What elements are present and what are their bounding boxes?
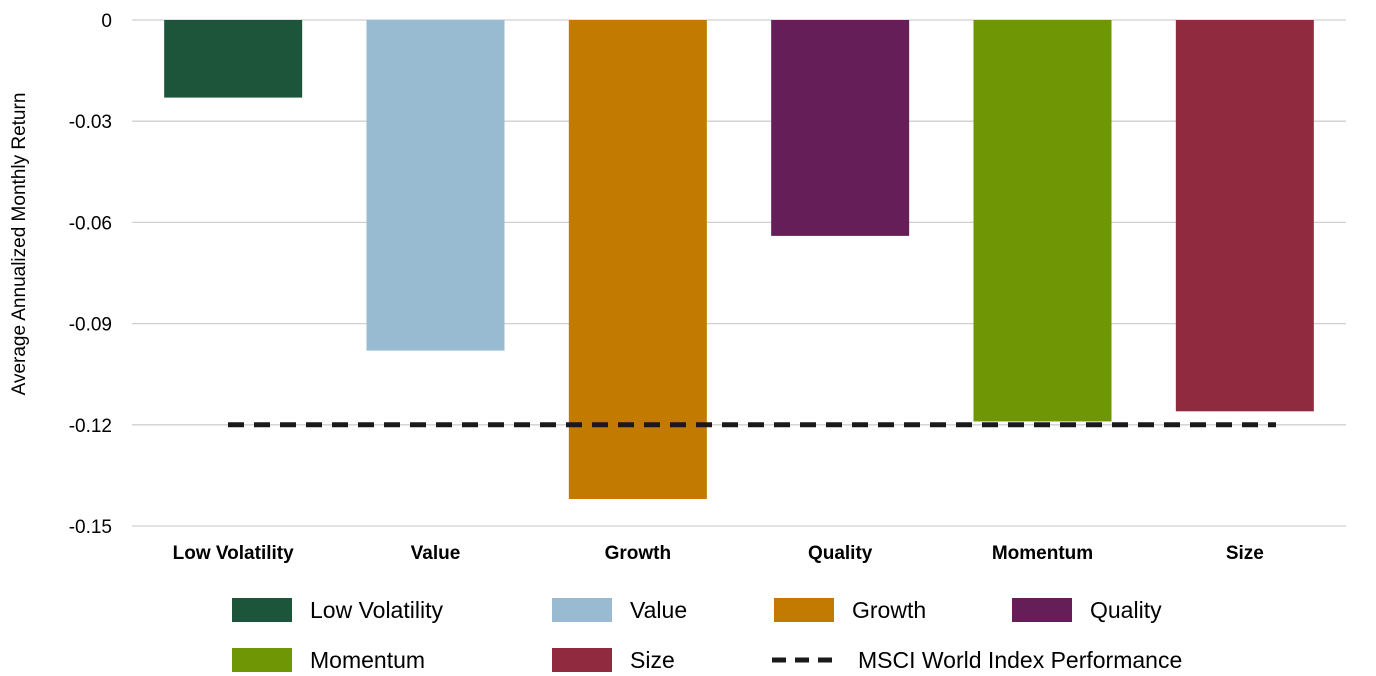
legend-swatch [552, 598, 612, 622]
legend-swatch [774, 598, 834, 622]
legend-label: Size [630, 647, 675, 673]
y-axis: 0 -0.03 -0.06 -0.09 -0.12 -0.15 [69, 11, 112, 538]
y-tick-label: 0 [101, 11, 112, 32]
bar [973, 20, 1112, 422]
gridlines [132, 19, 1346, 527]
legend-item: Value [552, 597, 687, 623]
y-tick-label: -0.15 [69, 517, 112, 538]
y-tick-label: -0.06 [69, 213, 112, 234]
legend-item: Growth [774, 597, 926, 623]
legend-swatch [232, 648, 292, 672]
bar [366, 20, 505, 351]
x-tick-label: Growth [605, 543, 672, 564]
legend-label: Momentum [310, 647, 425, 673]
legend-label: Low Volatility [310, 597, 443, 623]
legend-item: Size [552, 647, 675, 673]
x-tick-label: Size [1226, 543, 1264, 564]
legend-label: Growth [852, 597, 926, 623]
x-tick-label: Quality [808, 543, 873, 564]
x-tick-label: Momentum [992, 543, 1093, 564]
y-tick-label: -0.03 [69, 112, 112, 133]
legend: Low Volatility Value Growth Quality Momentum… [232, 597, 1182, 673]
x-tick-label: Value [411, 543, 461, 564]
legend-item: Low Volatility [232, 597, 443, 623]
legend-label: Quality [1090, 597, 1162, 623]
legend-item: MSCI World Index Performance [772, 647, 1182, 673]
y-tick-label: -0.12 [69, 416, 112, 437]
bar [568, 20, 707, 500]
x-axis: Low Volatility Value Growth Quality Momentum… [173, 543, 1264, 564]
bars [164, 20, 1314, 500]
x-tick-label: Low Volatility [173, 543, 294, 564]
bar [1175, 20, 1314, 412]
legend-item: Quality [1012, 597, 1162, 623]
y-axis-title: Average Annualized Monthly Return [9, 93, 30, 396]
legend-item: Momentum [232, 647, 425, 673]
legend-swatch [1012, 598, 1072, 622]
legend-label: Value [630, 597, 687, 623]
bar [771, 20, 910, 236]
legend-label: MSCI World Index Performance [858, 647, 1182, 673]
bar [164, 20, 303, 98]
y-tick-label: -0.09 [69, 315, 112, 336]
legend-swatch [552, 648, 612, 672]
legend-swatch [232, 598, 292, 622]
